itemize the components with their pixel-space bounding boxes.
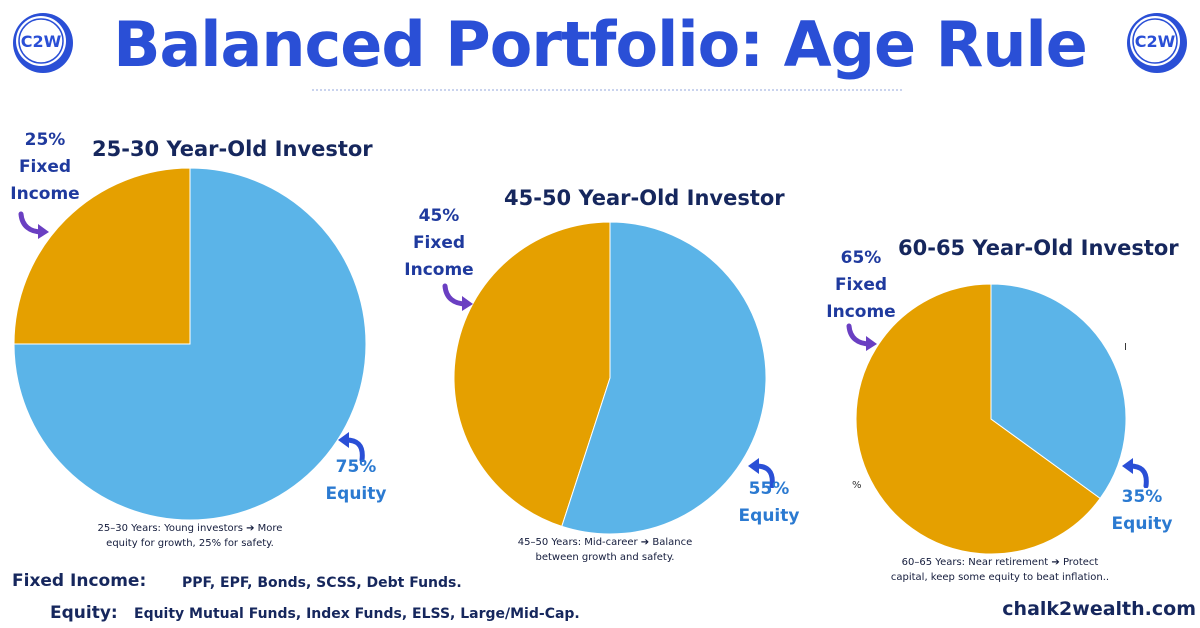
- pie-chart: [855, 283, 1127, 555]
- caption-line: 25–30 Years: Young investors ➔ More: [97, 523, 283, 534]
- caption-line: 45–50 Years: Mid-career ➔ Balance: [517, 537, 693, 548]
- logo-text: C2W: [21, 32, 62, 51]
- chart-caption: 60–65 Years: Near retirement ➔ Protect c…: [870, 555, 1130, 585]
- pie-slice-fixed-income: [855, 283, 1101, 555]
- logo-text: C2W: [1135, 32, 1176, 51]
- pie-slice-fixed-income: [453, 221, 611, 527]
- legend-fixed-value: PPF, EPF, Bonds, SCSS, Debt Funds.: [182, 575, 462, 591]
- fixed-income-word2: Income: [10, 184, 80, 204]
- equity-word: Equity: [738, 506, 800, 526]
- chart-caption: 25–30 Years: Young investors ➔ More equi…: [60, 521, 320, 551]
- equity-percent: 55%: [748, 479, 790, 499]
- equity-label: 75% Equity: [316, 454, 396, 508]
- equity-label: 55% Equity: [729, 476, 809, 530]
- fixed-income-word1: Fixed: [412, 233, 466, 253]
- c2w-logo: C2W: [1127, 13, 1187, 73]
- brand-url: chalk2wealth.com: [1002, 598, 1196, 620]
- caption-line: 60–65 Years: Near retirement ➔ Protect: [901, 557, 1099, 568]
- pie-slice-equity: [561, 221, 767, 535]
- fixed-income-word1: Fixed: [834, 275, 888, 295]
- fixed-income-percent: 45%: [418, 206, 460, 226]
- fixed-income-label: 65% Fixed Income: [816, 245, 906, 326]
- curved-arrow-icon: [442, 283, 473, 311]
- chart-title: 60-65 Year-Old Investor: [898, 236, 1179, 260]
- chart-title: 25-30 Year-Old Investor: [92, 137, 373, 161]
- pie-slice-equity: [13, 167, 367, 521]
- stray-mark: %: [852, 480, 862, 491]
- chart-title: 45-50 Year-Old Investor: [504, 186, 785, 210]
- curved-arrow-icon: [748, 458, 775, 488]
- fixed-income-word2: Income: [826, 302, 896, 322]
- pie-slice-fixed-income: [13, 167, 191, 345]
- fixed-income-word2: Income: [404, 260, 474, 280]
- legend-equity-key: Equity:: [50, 603, 118, 623]
- caption-line: equity for growth, 25% for safety.: [106, 538, 274, 549]
- fixed-income-word1: Fixed: [18, 157, 72, 177]
- page-title: Balanced Portfolio: Age Rule: [113, 8, 1088, 81]
- fixed-income-label: 25% Fixed Income: [0, 127, 90, 208]
- curved-arrow-icon: [338, 432, 365, 462]
- equity-label: 35% Equity: [1102, 484, 1182, 538]
- pie-chart: [453, 221, 767, 535]
- equity-word: Equity: [1111, 514, 1173, 534]
- equity-word: Equity: [325, 484, 387, 504]
- curved-arrow-icon: [846, 323, 877, 351]
- title-divider: [312, 89, 902, 91]
- caption-line: between growth and safety.: [535, 552, 675, 563]
- fixed-income-percent: 65%: [840, 248, 882, 268]
- c2w-logo: C2W: [13, 13, 73, 73]
- chart-caption: 45–50 Years: Mid-career ➔ Balance betwee…: [480, 535, 730, 565]
- equity-percent: 75%: [335, 457, 377, 477]
- curved-arrow-icon: [18, 211, 49, 239]
- curved-arrow-icon: [1122, 458, 1149, 488]
- equity-percent: 35%: [1121, 487, 1163, 507]
- fixed-income-label: 45% Fixed Income: [394, 203, 484, 284]
- fixed-income-percent: 25%: [24, 130, 66, 150]
- legend-fixed-key: Fixed Income:: [12, 571, 147, 591]
- pie-slice-equity: [990, 283, 1127, 500]
- legend-equity-value: Equity Mutual Funds, Index Funds, ELSS, …: [134, 606, 580, 622]
- stray-mark: I: [1124, 342, 1127, 353]
- caption-line: capital, keep some equity to beat inflat…: [890, 572, 1110, 583]
- pie-chart: [13, 167, 367, 521]
